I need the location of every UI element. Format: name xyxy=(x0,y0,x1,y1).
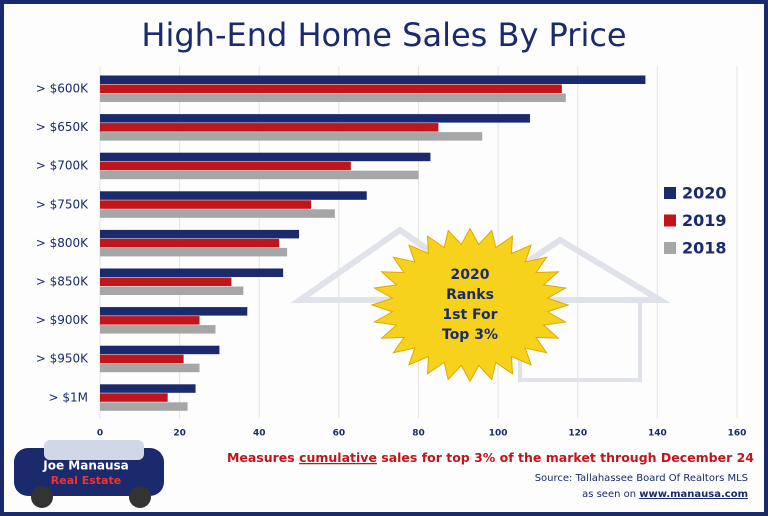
bar xyxy=(100,316,200,325)
bar xyxy=(100,209,335,218)
bar xyxy=(100,114,530,123)
badge-text: Top 3% xyxy=(442,327,498,343)
legend-label: 2020 xyxy=(682,184,727,203)
bar xyxy=(100,402,188,411)
y-tick-label: > $600K xyxy=(36,82,89,96)
logo-subtitle: Real Estate xyxy=(51,474,121,487)
annotation-text: Measures xyxy=(227,450,299,465)
badge: 2020 Ranks 1st For Top 3% xyxy=(370,227,570,383)
bar xyxy=(100,393,168,402)
bar xyxy=(100,170,419,180)
x-tick-label: 120 xyxy=(568,429,587,439)
x-tick-label: 40 xyxy=(253,429,266,439)
bar xyxy=(100,75,646,84)
badge-text: Ranks xyxy=(446,287,494,303)
annotation: Measures cumulative sales for top 3% of … xyxy=(227,450,754,465)
x-tick-label: 20 xyxy=(173,429,186,439)
legend-swatch xyxy=(664,242,676,254)
legend-label: 2019 xyxy=(682,211,727,230)
y-tick-label: > $700K xyxy=(36,159,89,173)
bar xyxy=(100,307,248,316)
bar xyxy=(100,384,196,393)
bar xyxy=(100,229,300,239)
x-tick-label: 60 xyxy=(333,429,346,439)
bar xyxy=(100,286,244,295)
y-tick-label: > $850K xyxy=(36,275,89,289)
credit: as seen on www.manausa.com xyxy=(582,489,748,500)
bar xyxy=(100,363,200,373)
bar xyxy=(100,200,312,209)
badge-text: 2020 xyxy=(451,267,490,283)
legend-swatch xyxy=(664,214,676,227)
source: Source: Tallahassee Board Of Realtors ML… xyxy=(535,473,748,484)
bar xyxy=(100,268,284,277)
bar xyxy=(100,123,439,132)
bar xyxy=(100,238,280,248)
bar xyxy=(100,132,483,141)
logo-car: Joe Manausa Real Estate xyxy=(14,440,164,508)
x-tick-label: 80 xyxy=(412,429,425,439)
legend-label: 2018 xyxy=(682,239,727,258)
x-tick-label: 100 xyxy=(489,429,508,439)
bar xyxy=(100,152,431,162)
bar xyxy=(100,93,566,102)
y-tick-label: > $950K xyxy=(36,352,89,366)
chart-title: High-End Home Sales By Price xyxy=(141,16,626,54)
bar xyxy=(100,161,351,171)
y-tick-label: > $800K xyxy=(36,236,89,250)
starburst xyxy=(370,227,570,383)
bar xyxy=(100,247,288,257)
badge-text: 1st For xyxy=(442,307,497,323)
bar xyxy=(100,325,216,334)
bar xyxy=(100,84,562,93)
y-tick-label: > $900K xyxy=(36,313,89,327)
bar xyxy=(100,345,220,355)
credit-prefix: as seen on xyxy=(582,489,639,500)
annotation-emphasis: cumulative xyxy=(299,450,377,465)
y-tick-label: > $1M xyxy=(49,390,89,404)
x-tick-label: 0 xyxy=(97,429,103,439)
x-tick-label: 160 xyxy=(728,429,747,439)
y-tick-label: > $750K xyxy=(36,197,89,211)
x-tick-label: 140 xyxy=(648,429,667,439)
y-tick-label: > $650K xyxy=(36,120,89,134)
bar xyxy=(100,277,232,286)
plot-area: 0 20 40 60 80 100 120 140 160 > $600K > $650K > $70… xyxy=(36,66,747,439)
credit-link[interactable]: www.manausa.com xyxy=(639,489,748,500)
annotation-text: sales for top 3% of the market through D… xyxy=(377,450,754,465)
logo-name: Joe Manausa xyxy=(42,459,129,473)
legend-swatch xyxy=(664,187,676,199)
bar xyxy=(100,191,367,200)
bar xyxy=(100,354,184,364)
